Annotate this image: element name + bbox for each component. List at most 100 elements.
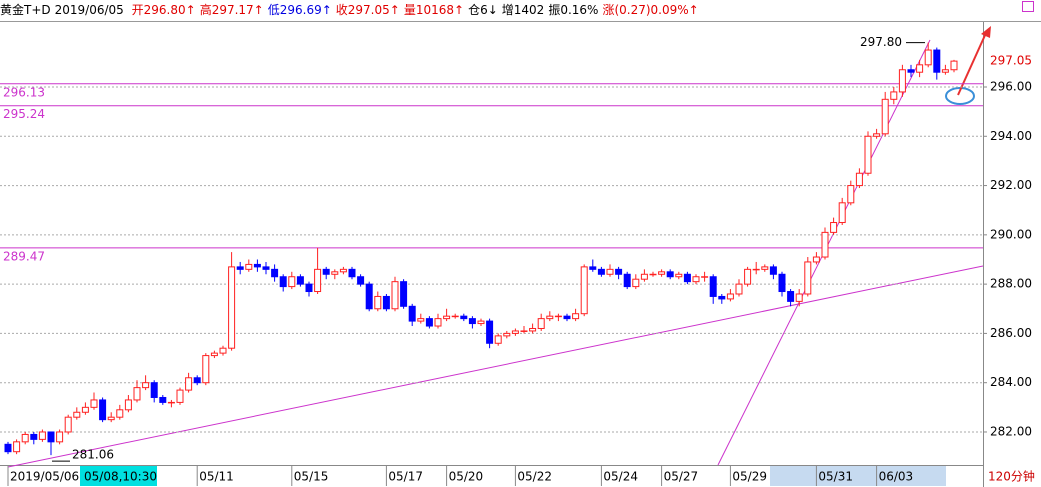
candle-body (752, 268, 760, 271)
candle-body (90, 399, 98, 408)
candle-body (348, 268, 356, 278)
candle-body (107, 416, 115, 421)
candle-body (838, 202, 846, 224)
candle-body (649, 273, 657, 276)
candle-body (898, 69, 906, 93)
header-item: 振0.16% (548, 3, 599, 17)
candle-body (830, 222, 838, 233)
candle-body (486, 320, 494, 344)
candle-body (511, 330, 519, 334)
candle-body (322, 268, 330, 275)
candle-body (787, 291, 795, 302)
candle-body (159, 396, 167, 403)
candle-body (150, 382, 158, 398)
candle-body (477, 320, 485, 325)
candle-body (529, 327, 537, 332)
candle-body (744, 268, 752, 285)
candle-body (279, 276, 287, 288)
candle-body (468, 318, 476, 325)
candle-body (546, 315, 554, 320)
candle-body (4, 443, 12, 453)
last-price-label: 297.05 (990, 54, 1032, 68)
candle-body (38, 431, 46, 440)
candle-body (193, 377, 201, 384)
candle-body (916, 64, 924, 73)
candle-body (675, 273, 683, 278)
y-tick-label: 286.00 (990, 326, 1032, 340)
x-tick-label: 2019/05/06 (10, 470, 79, 484)
header: 黄金T+D 2019/06/05 开296.80↑ 高297.17↑ 低296.69↑… (0, 0, 1041, 22)
candle-body (400, 281, 408, 307)
y-tick-label: 284.00 (990, 375, 1032, 389)
candle-body (425, 318, 433, 327)
x-tick-label: 05/24 (603, 470, 638, 484)
highlight-ellipse (945, 87, 975, 105)
candle-body (950, 60, 958, 71)
candle-body (21, 433, 29, 443)
candle-body (855, 172, 863, 187)
candle-body (615, 268, 623, 275)
date: 2019/06/05 (54, 3, 124, 17)
candle-body (735, 283, 743, 295)
candle-body (572, 313, 580, 320)
candle-body (597, 268, 605, 275)
x-tick-label: 05/20 (449, 470, 484, 484)
y-tick-label: 292.00 (990, 178, 1032, 192)
trend-line (7, 265, 984, 468)
x-tick-label: 05/11 (199, 470, 234, 484)
candle-body (907, 69, 915, 73)
h-line-label: 295.24 (3, 107, 45, 121)
header-item: 量10168↑ (403, 3, 465, 17)
x-tick-label: 05/27 (664, 470, 699, 484)
candle-body (580, 266, 588, 315)
candle-body (821, 231, 829, 258)
candle-body (804, 261, 812, 295)
candle-body (494, 335, 502, 344)
candle-body (890, 91, 898, 100)
candle-body (460, 315, 468, 320)
x-tick-label: 05/29 (732, 470, 767, 484)
candle-body (726, 293, 734, 300)
window-icon[interactable] (1022, 1, 1034, 12)
arrow-head (981, 26, 991, 38)
candle-body (56, 431, 64, 443)
candle-body (296, 276, 304, 285)
candle-body (219, 347, 227, 354)
candle-body (339, 268, 347, 273)
candle-body (314, 268, 322, 293)
candle-body (331, 271, 339, 275)
candle-body (133, 387, 141, 401)
candle-body (185, 377, 193, 391)
candle-body (443, 315, 451, 320)
header-item: 高297.17↑ (199, 3, 264, 17)
y-tick-label: 296.00 (990, 79, 1032, 93)
header-item: 低296.69↑ (267, 3, 332, 17)
candle-body (434, 318, 442, 327)
candle-body (606, 268, 614, 275)
annotation: 281.06 (72, 448, 114, 462)
candle-body (73, 411, 81, 418)
header-item: 涨(0.27)0.09%↑ (602, 3, 699, 17)
candle-body (873, 133, 881, 137)
candle-body (47, 431, 55, 443)
candle-body (924, 49, 932, 66)
candle-body (81, 406, 89, 413)
candle-body (99, 399, 107, 421)
candle-body (778, 273, 786, 293)
candle-body (847, 185, 855, 204)
candle-body (658, 271, 666, 275)
candle-body (520, 330, 528, 332)
candle-body (709, 276, 717, 297)
candle-body (271, 268, 279, 278)
candle-body (632, 278, 640, 288)
y-tick-label: 282.00 (990, 424, 1032, 438)
x-tick-label: 05/31 (818, 470, 853, 484)
h-line-label: 296.13 (3, 85, 45, 99)
candle-body (64, 416, 72, 433)
candle-body (683, 273, 691, 283)
candle-body (202, 355, 210, 384)
candle-body (262, 266, 270, 270)
cursor-box (80, 466, 157, 486)
candle-body (245, 263, 253, 270)
